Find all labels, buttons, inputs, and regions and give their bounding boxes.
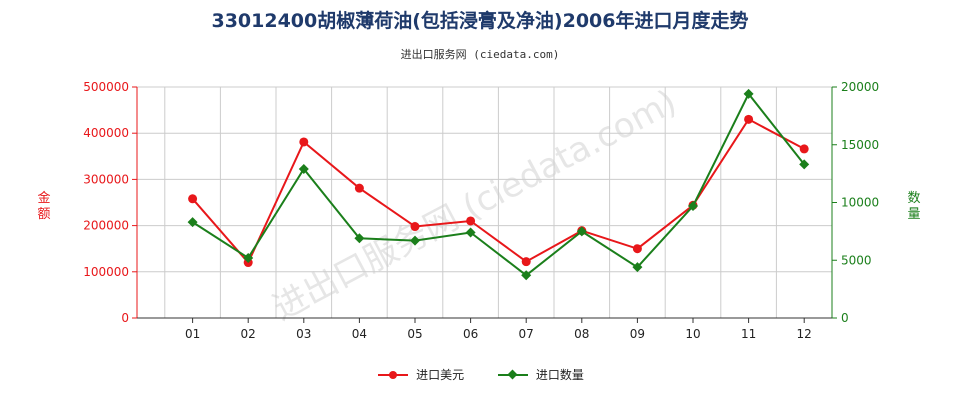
data-point-usd[interactable] <box>354 183 364 193</box>
data-point-usd[interactable] <box>799 144 809 154</box>
x-tick-label: 02 <box>241 327 256 341</box>
y-right-axis-title: 数 <box>907 191 920 206</box>
data-point-usd[interactable] <box>632 244 642 254</box>
y-right-axis-title: 量 <box>907 207 920 222</box>
y-right-tick-label: 5000 <box>841 253 872 267</box>
y-left-tick-label: 100000 <box>83 265 129 279</box>
y-right-tick-label: 20000 <box>841 80 879 94</box>
series-line-usd <box>191 117 805 265</box>
x-tick-label: 10 <box>685 327 700 341</box>
y-left-tick-label: 300000 <box>83 172 129 186</box>
data-point-qty[interactable] <box>688 200 698 211</box>
y-left-tick-label: 0 <box>121 311 129 325</box>
y-left-tick-label: 400000 <box>83 126 129 140</box>
y-left-tick-label: 200000 <box>83 219 129 233</box>
x-tick-label: 08 <box>574 327 589 341</box>
data-point-usd[interactable] <box>410 222 420 232</box>
x-tick-label: 04 <box>352 327 367 341</box>
x-tick-label: 07 <box>519 327 534 341</box>
data-point-qty[interactable] <box>576 226 587 237</box>
chart-subtitle: 进出口服务网 (ciedata.com) <box>400 48 560 61</box>
y-right-tick-label: 15000 <box>841 138 879 152</box>
x-tick-label: 12 <box>797 327 812 341</box>
data-point-qty[interactable] <box>298 164 309 175</box>
series-line-qty <box>192 92 805 277</box>
y-right-tick-label: 0 <box>841 311 849 325</box>
data-point-qty[interactable] <box>521 270 532 281</box>
x-tick-label: 06 <box>463 327 478 341</box>
y-left-axis-title: 额 <box>37 207 50 222</box>
legend-item-usd[interactable]: 进口美元 <box>376 366 464 383</box>
chart-title: 33012400胡椒薄荷油(包括浸膏及净油)2006年进口月度走势 <box>211 10 749 32</box>
legend-swatch-qty <box>496 369 530 380</box>
y-right-tick-label: 10000 <box>841 196 879 210</box>
legend-swatch-usd <box>376 370 410 380</box>
x-tick-label: 01 <box>185 327 200 341</box>
legend-label-qty: 进口数量 <box>535 368 584 382</box>
data-point-qty[interactable] <box>243 252 254 263</box>
x-tick-label: 03 <box>296 327 311 341</box>
legend-item-qty[interactable]: 进口数量 <box>496 366 584 383</box>
data-point-qty[interactable] <box>465 227 476 238</box>
x-tick-label: 11 <box>741 327 756 341</box>
data-point-usd[interactable] <box>744 114 754 124</box>
data-point-usd[interactable] <box>466 216 476 226</box>
data-point-qty[interactable] <box>632 262 643 273</box>
y-left-axis-title: 金 <box>37 190 50 206</box>
data-point-qty[interactable] <box>187 217 198 228</box>
x-tick-label: 05 <box>407 327 422 341</box>
data-point-usd[interactable] <box>299 137 309 147</box>
data-point-qty[interactable] <box>410 235 420 246</box>
legend-label-usd: 进口美元 <box>416 368 465 382</box>
legend: 进口美元 进口数量 <box>0 366 960 383</box>
data-point-qty[interactable] <box>354 233 365 244</box>
y-left-tick-label: 500000 <box>83 80 129 94</box>
data-point-qty[interactable] <box>799 159 810 170</box>
data-point-usd[interactable] <box>188 194 198 204</box>
data-point-usd[interactable] <box>521 257 531 267</box>
data-point-qty[interactable] <box>743 88 754 99</box>
x-tick-label: 09 <box>630 327 645 341</box>
watermark-text: 进出口服务网 (ciedata.com) <box>267 82 683 329</box>
